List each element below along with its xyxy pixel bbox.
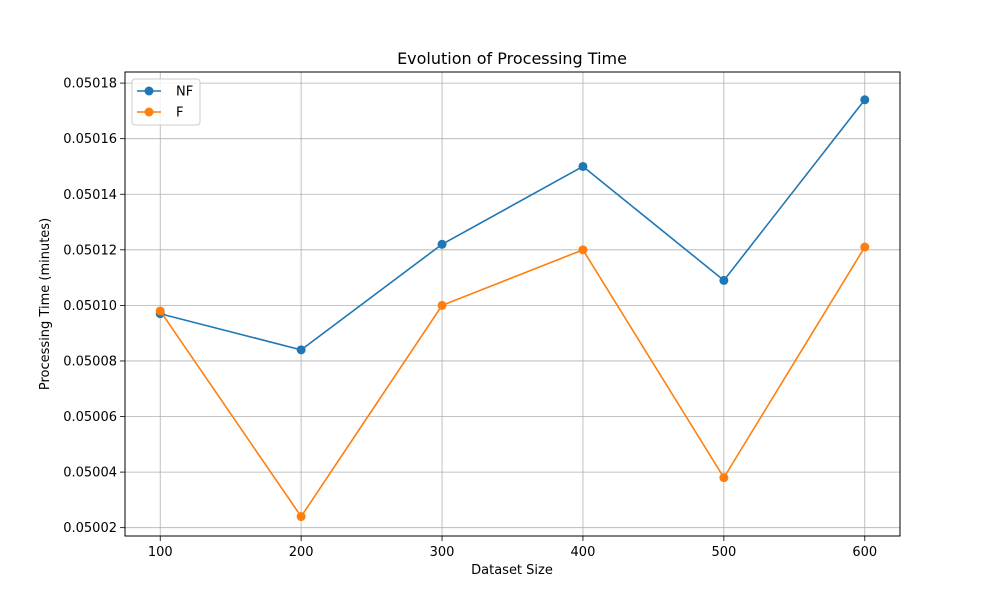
legend: NF F [131,78,201,126]
data-point [719,275,729,285]
x-tick-label: 600 [852,545,877,560]
data-point [860,95,870,105]
y-tick-label: 0.05004 [63,466,117,481]
data-point [437,239,447,249]
data-point [155,306,165,316]
data-point [296,512,306,522]
data-point [296,345,306,355]
y-tick-label: 0.05012 [63,243,117,258]
grid-lines [125,72,900,536]
y-tick-label: 0.05018 [63,77,117,92]
series-f [155,242,870,522]
data-point [719,473,729,483]
series-line [160,99,866,351]
x-axis-label: Dataset Size [471,563,553,578]
plot-frame [124,71,901,537]
y-tick-label: 0.05010 [63,299,117,314]
data-point [860,242,870,252]
y-tick-label: 0.05006 [63,410,117,425]
x-tick-label: 100 [148,545,173,560]
y-axis-label: Processing Time (minutes) [38,218,53,390]
data-point [437,300,447,310]
y-tick-label: 0.05002 [63,521,117,536]
x-tick-label: 500 [711,545,736,560]
data-point [578,245,588,255]
x-tick-label: 400 [571,545,596,560]
y-tick-label: 0.05016 [63,132,117,147]
series-lines [155,95,870,522]
y-axis-ticks: 0.05002 0.05004 0.05006 0.05008 0.05010 0.050… [63,77,125,536]
x-axis-ticks: 100 200 300 400 500 600 [148,536,877,560]
x-tick-label: 200 [289,545,314,560]
chart-title: Evolution of Processing Time [397,49,627,68]
legend-label: F [176,106,183,121]
legend-label: NF [176,85,193,100]
y-tick-label: 0.05014 [63,188,117,203]
legend-marker [144,86,154,96]
y-tick-label: 0.05008 [63,354,117,369]
data-point [578,161,588,171]
x-tick-label: 300 [430,545,455,560]
series-line [159,246,866,518]
legend-marker [144,107,154,117]
